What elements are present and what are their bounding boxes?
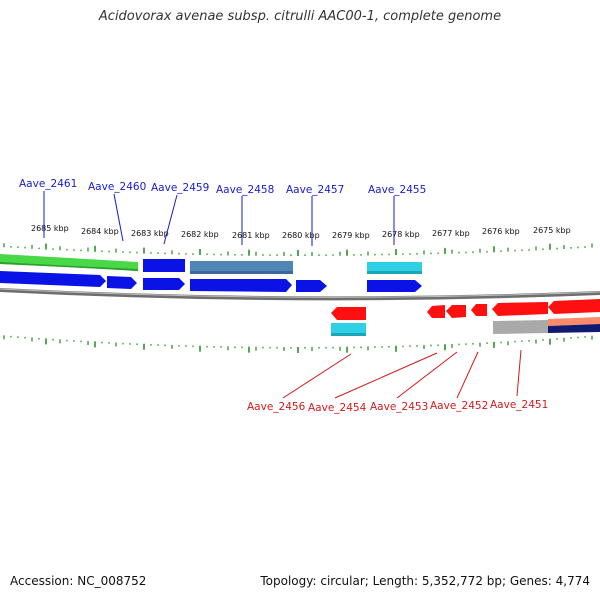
feature-salmon	[548, 317, 600, 326]
cds-arrow-fwd	[296, 280, 327, 292]
tick-label: 2681 kbp	[232, 231, 270, 240]
topology-text: Topology: circular; Length: 5,352,772 bp…	[260, 574, 590, 588]
gene-label: Aave_2455	[368, 184, 426, 196]
forward-cds-row	[0, 271, 422, 292]
tick-label: 2677 kbp	[432, 229, 470, 238]
cds-arrow-rev	[492, 302, 548, 316]
tick-label: 2679 kbp	[332, 231, 370, 240]
feature-steel-2458	[190, 261, 293, 274]
feature-green-shade	[0, 262, 138, 271]
gene-label: Aave_2459	[151, 182, 209, 194]
feature-band-top	[0, 254, 422, 274]
leader-line	[456, 351, 479, 399]
tick-label: 2675 kbp	[533, 226, 571, 235]
lower-tick-row	[3, 335, 593, 353]
feature-steel-shade	[190, 271, 293, 274]
tick-label: 2683 kbp	[131, 229, 169, 238]
gene-label: Aave_2452	[430, 400, 488, 412]
tick-label: 2682 kbp	[181, 230, 219, 239]
cds-arrow-fwd	[143, 278, 185, 290]
leader-line	[282, 353, 352, 399]
accession-text: Accession: NC_008752	[10, 574, 147, 588]
leader-line	[516, 349, 522, 397]
leader-line	[334, 352, 438, 399]
upper-tick-row	[3, 243, 593, 256]
cds-arrow-rev	[548, 299, 600, 314]
cds-arrow-fwd	[190, 279, 292, 292]
genome-backbone	[0, 288, 600, 301]
cds-arrow-rev	[471, 304, 487, 316]
feature-blue-2459	[143, 259, 185, 272]
gene-label: Aave_2451	[490, 399, 548, 411]
genome-backbone-highlight	[0, 288, 600, 298]
gene-label: Aave_2461	[19, 178, 77, 190]
reverse-cds-row	[331, 299, 600, 320]
tick-label: 2680 kbp	[282, 231, 320, 240]
gene-label: Aave_2456	[247, 401, 306, 413]
feature-navy	[548, 324, 600, 333]
feature-cyan-shade	[331, 333, 366, 336]
cds-arrow-rev	[446, 305, 466, 318]
feature-gray	[493, 320, 548, 334]
forward-gene-labels: Aave_2461 Aave_2460 Aave_2459 Aave_2458 …	[19, 178, 426, 196]
cds-arrow-fwd	[0, 271, 106, 287]
tick-label: 2684 kbp	[81, 227, 119, 236]
feature-cyan-shade	[367, 271, 422, 274]
cds-arrow-fwd	[367, 280, 422, 292]
cds-arrow-rev	[331, 307, 366, 320]
gene-label: Aave_2460	[88, 181, 146, 193]
gene-label: Aave_2454	[308, 402, 367, 414]
reverse-gene-labels: Aave_2456 Aave_2454 Aave_2453 Aave_2452 …	[247, 399, 548, 414]
top-leader-lines	[43, 191, 395, 246]
map-title: Acidovorax avenae subsp. citrulli AAC00-…	[98, 9, 502, 24]
feature-cyan-2456	[331, 323, 366, 336]
gene-label: Aave_2453	[370, 401, 428, 413]
cds-arrow-fwd	[107, 276, 137, 289]
tick-label: 2676 kbp	[482, 227, 520, 236]
gene-label: Aave_2458	[216, 184, 274, 196]
leader-line	[396, 351, 458, 399]
gene-label: Aave_2457	[286, 184, 344, 196]
cds-arrow-rev	[427, 305, 445, 318]
tick-label: 2685 kbp	[31, 224, 69, 233]
leader-line	[163, 194, 178, 245]
feature-band-bottom	[331, 317, 600, 336]
tick-labels: 2685 kbp 2684 kbp 2683 kbp 2682 kbp 2681…	[31, 224, 571, 240]
leader-line	[113, 193, 124, 242]
feature-green	[0, 254, 138, 271]
tick-label: 2678 kbp	[382, 230, 420, 239]
bottom-leader-lines	[282, 349, 522, 399]
